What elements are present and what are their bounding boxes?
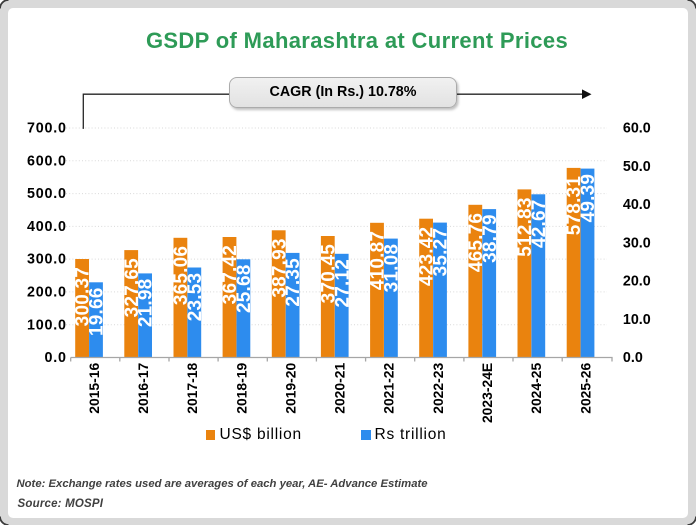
svg-text:512.83: 512.83 <box>515 197 536 256</box>
svg-text:200.0: 200.0 <box>27 285 67 301</box>
svg-text:60.0: 60.0 <box>623 121 651 137</box>
svg-text:400.0: 400.0 <box>27 219 67 235</box>
svg-text:42.67: 42.67 <box>529 200 550 249</box>
svg-text:2015-16: 2015-16 <box>86 363 102 414</box>
svg-text:2020-21: 2020-21 <box>332 363 348 414</box>
svg-text:40.0: 40.0 <box>623 197 651 213</box>
svg-text:365.06: 365.06 <box>171 246 192 305</box>
svg-text:20.0: 20.0 <box>623 274 651 290</box>
svg-text:21.98: 21.98 <box>136 279 157 328</box>
svg-text:30.0: 30.0 <box>623 235 651 251</box>
svg-text:27.35: 27.35 <box>283 258 304 307</box>
svg-text:410.87: 410.87 <box>368 231 389 290</box>
svg-text:49.39: 49.39 <box>578 174 599 223</box>
svg-text:23.53: 23.53 <box>185 273 206 322</box>
svg-text:500.0: 500.0 <box>27 186 67 202</box>
svg-text:578.31: 578.31 <box>564 176 585 236</box>
svg-text:370.45: 370.45 <box>318 244 339 304</box>
svg-text:300.37: 300.37 <box>73 267 94 326</box>
svg-text:35.27: 35.27 <box>431 228 452 277</box>
svg-text:2019-20: 2019-20 <box>283 363 299 414</box>
svg-text:10.0: 10.0 <box>623 312 651 328</box>
svg-text:19.66: 19.66 <box>87 288 108 337</box>
svg-text:2021-22: 2021-22 <box>381 363 397 414</box>
svg-text:100.0: 100.0 <box>27 317 67 333</box>
svg-text:2016-17: 2016-17 <box>135 363 151 414</box>
svg-text:38.79: 38.79 <box>480 214 501 263</box>
svg-text:0.0: 0.0 <box>623 350 643 366</box>
svg-text:50.0: 50.0 <box>623 159 651 175</box>
svg-text:387.93: 387.93 <box>269 238 290 297</box>
svg-text:2022-23: 2022-23 <box>430 363 446 414</box>
svg-text:25.68: 25.68 <box>234 265 255 314</box>
svg-text:0.0: 0.0 <box>45 350 67 366</box>
svg-text:2017-18: 2017-18 <box>184 363 200 414</box>
svg-text:2025-26: 2025-26 <box>577 363 593 414</box>
svg-text:31.08: 31.08 <box>382 244 403 293</box>
svg-text:327.65: 327.65 <box>122 258 143 318</box>
svg-text:700.0: 700.0 <box>27 121 67 137</box>
svg-text:423.42: 423.42 <box>417 227 438 286</box>
svg-text:465.76: 465.76 <box>466 213 487 272</box>
svg-text:600.0: 600.0 <box>27 153 67 169</box>
svg-text:300.0: 300.0 <box>27 252 67 268</box>
svg-text:2023-24E: 2023-24E <box>479 363 495 423</box>
svg-text:27.12: 27.12 <box>332 259 353 308</box>
svg-text:2018-19: 2018-19 <box>233 363 249 414</box>
svg-text:367.42: 367.42 <box>220 245 241 304</box>
svg-text:2024-25: 2024-25 <box>528 363 544 414</box>
